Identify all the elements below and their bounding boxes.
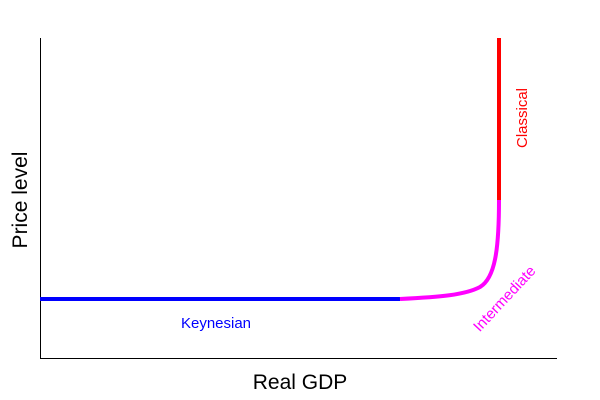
intermediate-label: Intermediate	[470, 263, 539, 336]
keynesian-label: Keynesian	[181, 315, 251, 332]
x-axis-label: Real GDP	[253, 371, 348, 394]
classical-label: Classical	[514, 88, 531, 148]
intermediate-segment	[399, 199, 501, 301]
y-axis-label: Price level	[9, 152, 32, 249]
